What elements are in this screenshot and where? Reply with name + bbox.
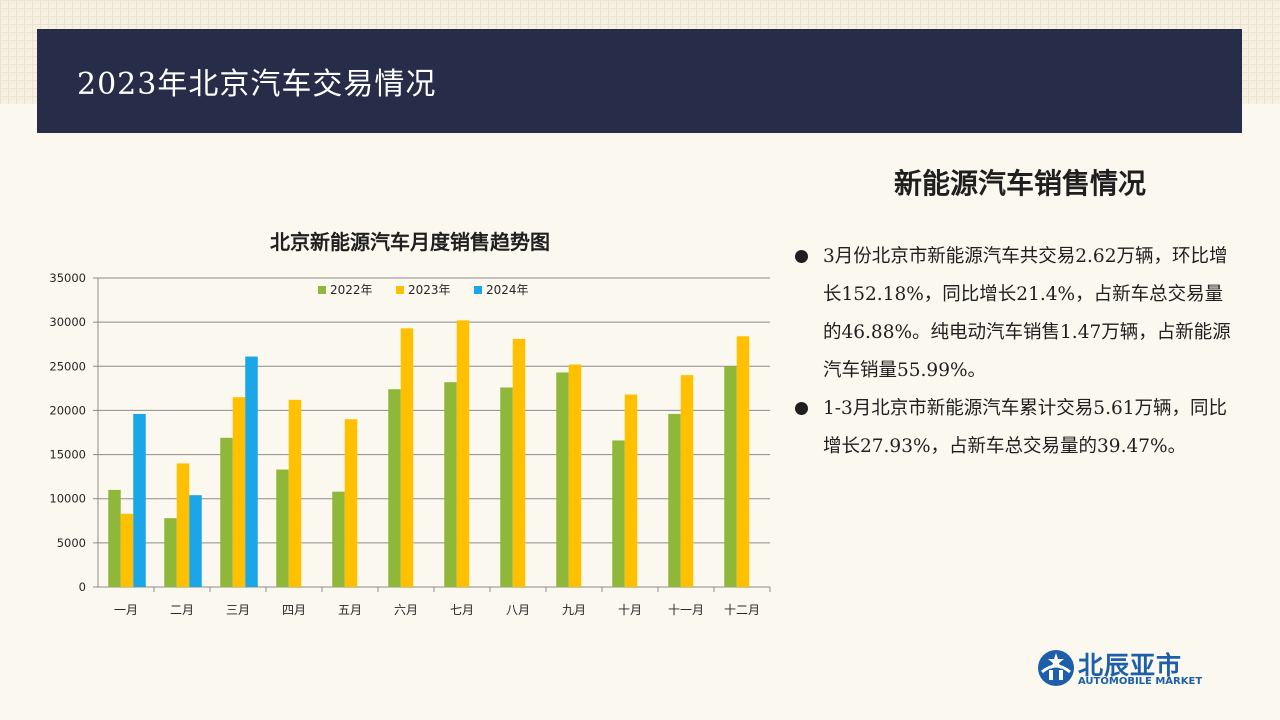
x-tick-label: 八月 xyxy=(506,603,530,617)
bar-2023年-十月 xyxy=(624,394,638,587)
bar-2023年-五月 xyxy=(344,419,358,587)
legend-swatch xyxy=(396,286,404,294)
bar-2024年-二月 xyxy=(189,495,202,587)
bar-2023年-十二月 xyxy=(736,336,750,587)
y-tick-label: 10000 xyxy=(49,492,86,506)
bullet-text-1: 3月份北京市新能源汽车共交易2.62万辆，环比增长152.18%，同比增长21.… xyxy=(823,246,1231,381)
bar-2022年-八月 xyxy=(500,387,513,587)
legend-swatch xyxy=(318,286,326,294)
legend-label: 2023年 xyxy=(408,283,451,297)
x-tick-label: 三月 xyxy=(226,603,250,617)
x-tick-label: 二月 xyxy=(170,603,194,617)
bullet-list: 3月份北京市新能源汽车共交易2.62万辆，环比增长152.18%，同比增长21.… xyxy=(795,238,1235,466)
section-title: 新能源汽车销售情况 xyxy=(893,167,1146,200)
logo-subtitle: AUTOMOBILE MARKET xyxy=(1078,676,1203,687)
x-tick-label: 一月 xyxy=(114,603,138,617)
company-logo: 北辰亚市 AUTOMOBILE MARKET xyxy=(1036,646,1216,692)
legend-swatch xyxy=(474,286,482,294)
x-tick-label: 四月 xyxy=(282,603,306,617)
bar-2022年-十一月 xyxy=(668,413,681,587)
x-tick-label: 十一月 xyxy=(668,603,704,617)
bullet-item-1: 3月份北京市新能源汽车共交易2.62万辆，环比增长152.18%，同比增长21.… xyxy=(795,238,1235,390)
chart-legend: 2022年 2023年 2024年 xyxy=(318,283,529,297)
x-tick-label: 十二月 xyxy=(724,603,760,617)
legend-label: 2022年 xyxy=(330,283,373,297)
y-tick-label: 5000 xyxy=(57,536,86,550)
x-axis-ticks: 一月 二月 三月 四月 五月 六月 七月 八月 九月 十月 十一月 十二月 xyxy=(114,603,760,617)
bar-2023年-十一月 xyxy=(680,375,694,587)
bar-2022年-十二月 xyxy=(724,366,737,587)
y-tick-label: 25000 xyxy=(49,359,86,373)
bar-2023年-四月 xyxy=(288,399,302,587)
x-tick-label: 七月 xyxy=(450,603,474,617)
y-axis-ticks: 0 5000 10000 15000 20000 25000 30000 35000 xyxy=(49,271,86,594)
x-tick-label: 九月 xyxy=(562,603,586,617)
bar-2023年-八月 xyxy=(512,338,526,587)
bar-2022年-五月 xyxy=(332,491,345,587)
x-tick-label: 十月 xyxy=(618,603,642,617)
y-tick-label: 0 xyxy=(79,580,86,594)
chart-bars xyxy=(108,320,750,587)
bar-2022年-二月 xyxy=(164,518,177,587)
bullet-dot-icon xyxy=(795,250,808,263)
bullet-dot-icon xyxy=(795,402,808,415)
logo-emblem-icon xyxy=(1038,650,1074,686)
bar-2022年-一月 xyxy=(108,489,121,587)
logo-name: 北辰亚市 xyxy=(1078,651,1183,680)
bar-chart: 北京新能源汽车月度销售趋势图 0 5000 10000 15000 20000 25000… xyxy=(49,230,771,617)
x-tick-label: 五月 xyxy=(338,603,362,617)
bar-2023年-一月 xyxy=(120,513,134,587)
bar-2023年-六月 xyxy=(400,328,414,587)
bar-2023年-二月 xyxy=(176,463,190,587)
bar-2022年-七月 xyxy=(444,382,457,587)
bar-2024年-一月 xyxy=(133,413,146,587)
bar-2024年-三月 xyxy=(245,356,258,587)
bar-2022年-十月 xyxy=(612,440,625,587)
legend-label: 2024年 xyxy=(486,283,529,297)
page-title: 2023年北京汽车交易情况 xyxy=(77,67,437,102)
chart-gridlines xyxy=(93,277,771,592)
bar-2023年-九月 xyxy=(568,364,582,587)
bullet-item-2: 1-3月北京市新能源汽车累计交易5.61万辆，同比增长27.93%，占新车总交易… xyxy=(795,390,1235,466)
bar-2022年-四月 xyxy=(276,469,289,587)
bar-2023年-三月 xyxy=(232,397,246,587)
chart-title: 北京新能源汽车月度销售趋势图 xyxy=(270,230,550,254)
bar-2023年-七月 xyxy=(456,320,470,587)
bullet-text-2: 1-3月北京市新能源汽车累计交易5.61万辆，同比增长27.93%，占新车总交易… xyxy=(823,398,1227,457)
y-tick-label: 20000 xyxy=(49,403,86,417)
y-tick-label: 35000 xyxy=(49,271,86,285)
bar-2022年-九月 xyxy=(556,372,569,587)
header-bar: 2023年北京汽车交易情况 xyxy=(37,29,1242,133)
x-tick-label: 六月 xyxy=(394,603,418,617)
y-tick-label: 15000 xyxy=(49,448,86,462)
y-tick-label: 30000 xyxy=(49,315,86,329)
bar-2022年-三月 xyxy=(220,437,233,587)
bar-2022年-六月 xyxy=(388,389,401,587)
